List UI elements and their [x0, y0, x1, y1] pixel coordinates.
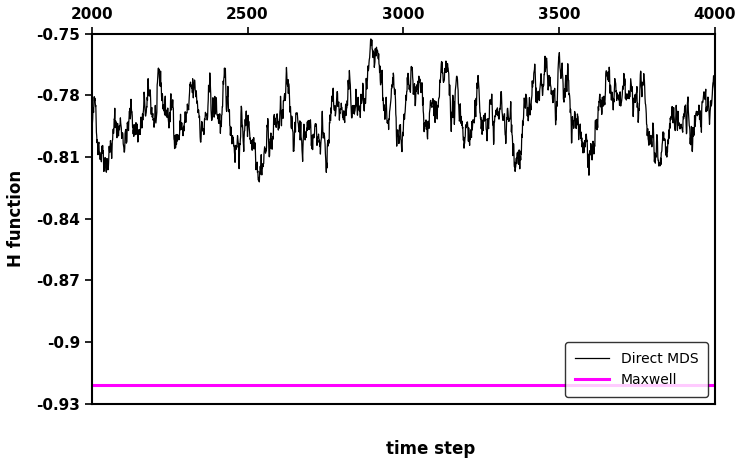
Y-axis label: H function: H function	[7, 170, 25, 267]
Text: time step: time step	[386, 440, 476, 458]
Direct MDS	[319, 134, 328, 140]
Line: Direct MDS: Direct MDS	[91, 39, 715, 182]
Direct MDS	[710, 93, 719, 98]
Direct MDS	[101, 165, 110, 170]
Direct MDS	[255, 179, 264, 185]
Direct MDS	[600, 95, 609, 101]
Direct MDS	[87, 124, 96, 129]
Direct MDS	[121, 129, 130, 134]
Direct MDS	[366, 36, 375, 42]
Direct MDS	[462, 120, 471, 125]
Legend: Direct MDS, Maxwell: Direct MDS, Maxwell	[565, 343, 708, 397]
Direct MDS	[143, 94, 152, 100]
